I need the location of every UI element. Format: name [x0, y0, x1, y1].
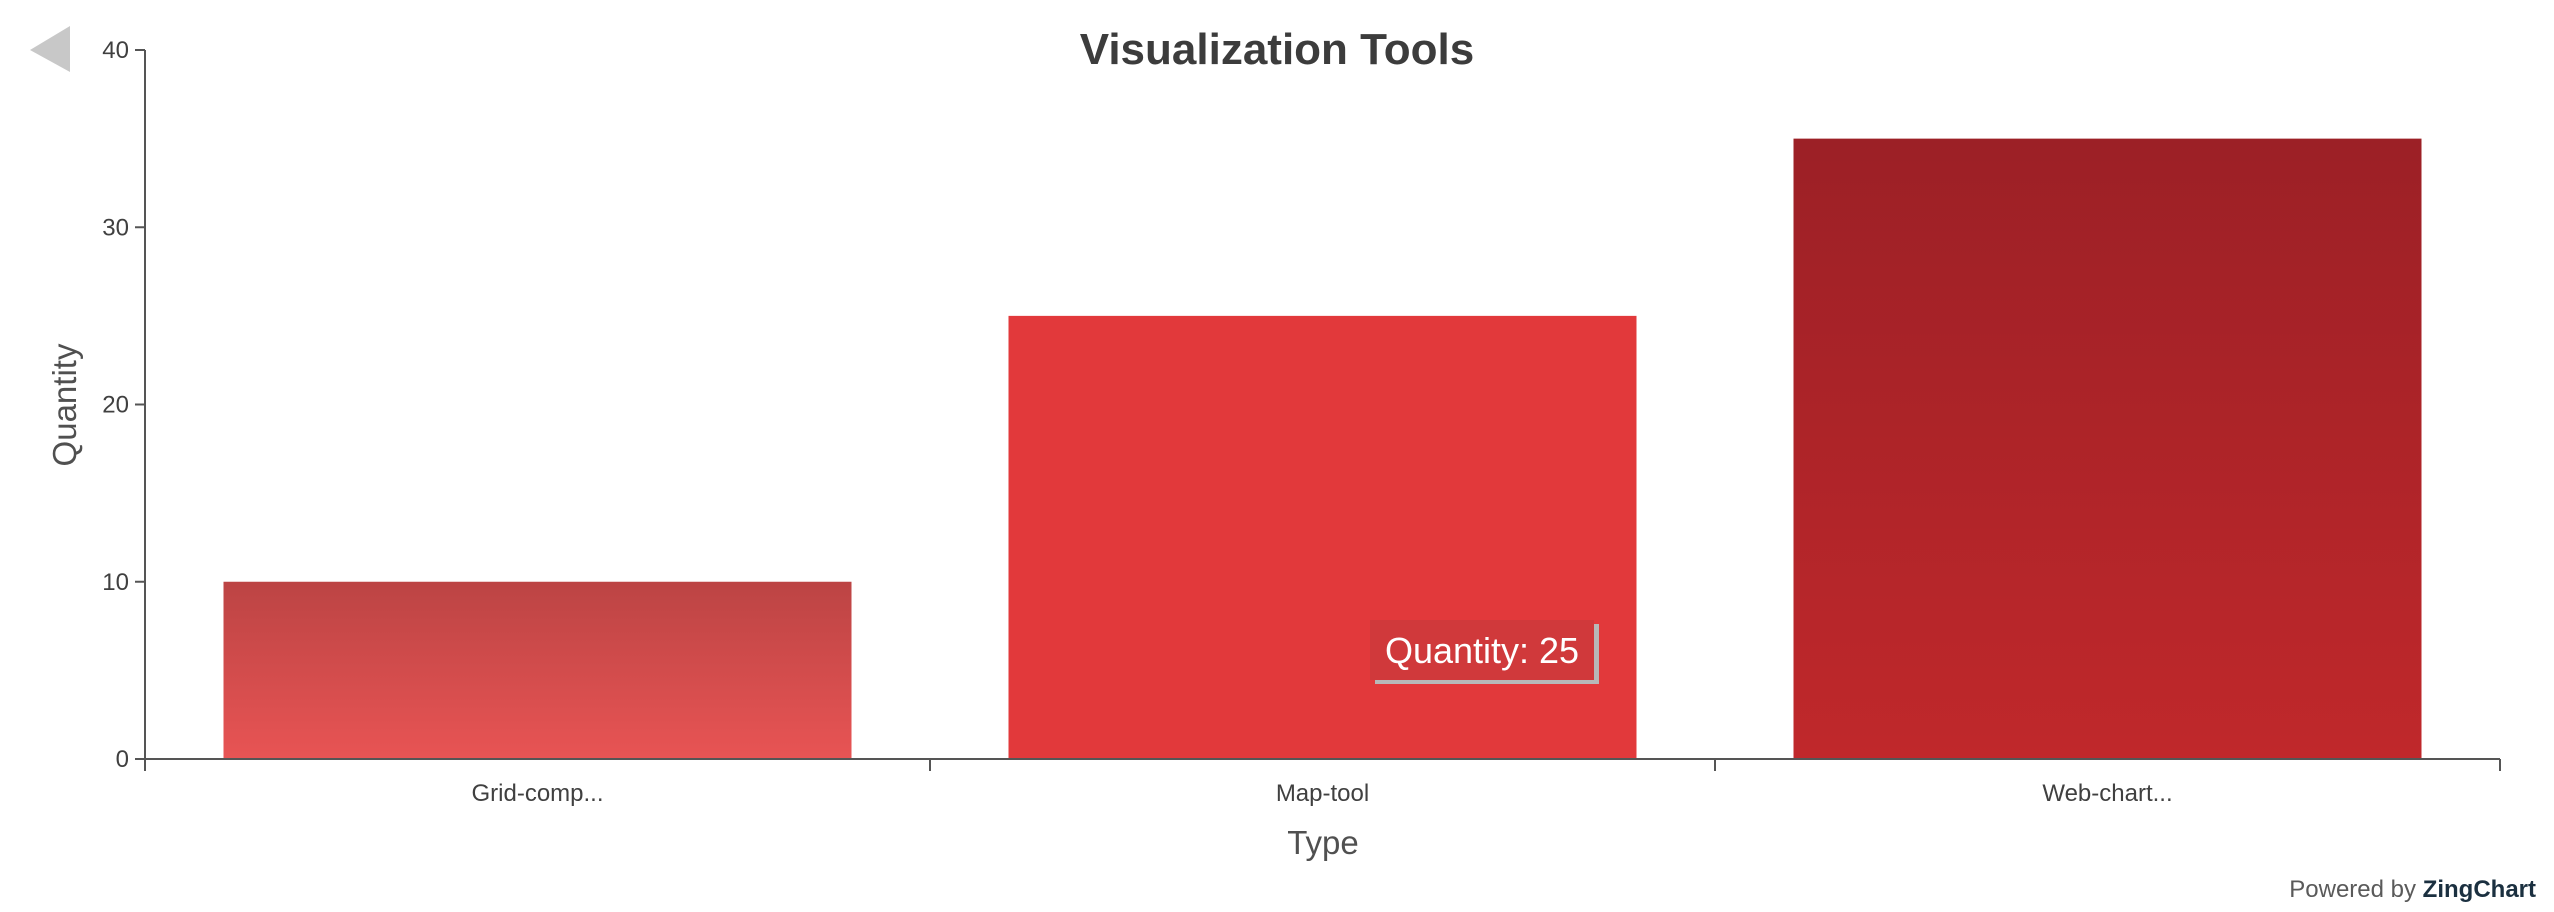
- y-ticks: 0 10 20 30 40: [102, 37, 145, 773]
- x-tick-label: Grid-comp...: [471, 780, 603, 807]
- bars-layer: [223, 138, 2422, 759]
- x-axis-title: Type: [1287, 824, 1359, 861]
- x-tick-label: Map-tool: [1276, 780, 1369, 807]
- tooltip-box: [1370, 620, 1594, 680]
- x-tick-label: Web-chart...: [2042, 780, 2172, 807]
- bar-grid-comp[interactable]: [223, 581, 852, 759]
- bar-map-tool[interactable]: [1008, 315, 1637, 759]
- tooltip: Quantity: 25: [1370, 620, 1599, 684]
- credit-brand[interactable]: ZingChart: [2422, 876, 2536, 903]
- back-arrow-icon[interactable]: [30, 26, 70, 72]
- chart-title: Visualization Tools: [1080, 25, 1474, 74]
- y-tick-label: 20: [102, 392, 129, 419]
- bar-web-chart[interactable]: [1793, 138, 2422, 759]
- y-tick-label: 40: [102, 37, 129, 64]
- y-tick-label: 0: [116, 746, 129, 773]
- y-tick-label: 10: [102, 569, 129, 596]
- x-ticks: Grid-comp... Map-tool Web-chart...: [471, 780, 2172, 807]
- credit-prefix: Powered by: [2289, 876, 2416, 903]
- tooltip-label: Quantity: 25: [1385, 630, 1579, 671]
- y-axis-title: Quantity: [46, 343, 83, 466]
- credit[interactable]: Powered by ZingChart: [2289, 876, 2536, 904]
- y-tick-label: 30: [102, 214, 129, 241]
